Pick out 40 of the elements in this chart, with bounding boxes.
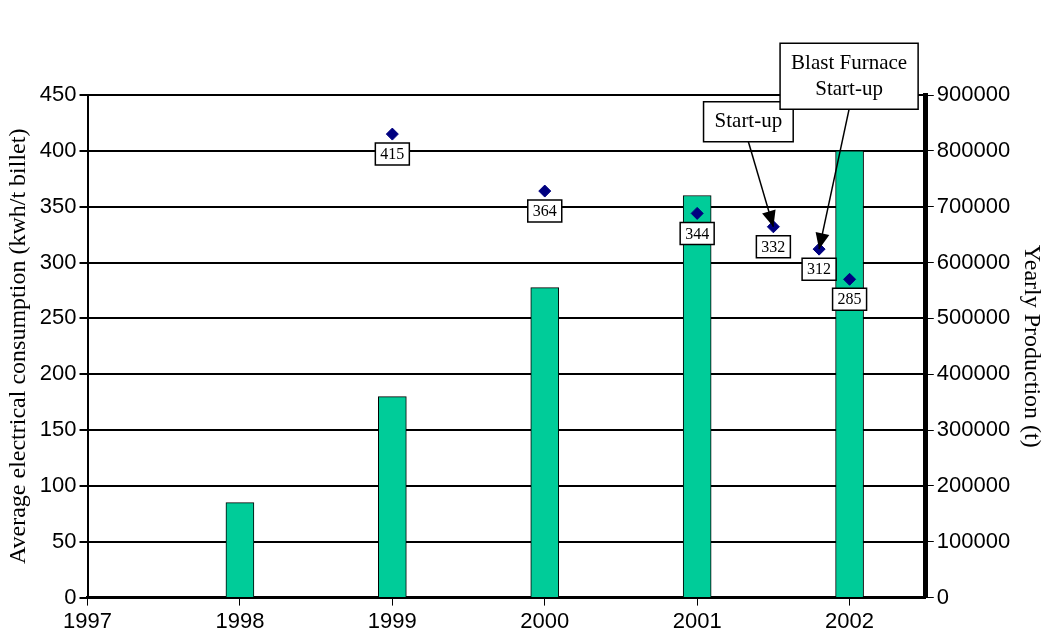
x-tick-label: 2000 xyxy=(520,607,570,633)
data-label: 415 xyxy=(380,145,405,163)
x-tick-label: 1999 xyxy=(367,607,417,633)
y-tick-label: 100 xyxy=(39,471,77,497)
annotation: Start-up xyxy=(714,108,783,133)
y-tick-label: 200 xyxy=(39,360,77,386)
y2-tick-label: 100000 xyxy=(936,527,1011,553)
y2-tick-label: 200000 xyxy=(936,471,1011,497)
x-tick-label: 1997 xyxy=(63,607,112,633)
data-label: 344 xyxy=(685,224,710,242)
y2-tick-label: 700000 xyxy=(936,192,1011,218)
point xyxy=(385,127,399,141)
y-tick-label: 250 xyxy=(39,304,77,330)
point xyxy=(690,206,704,220)
y-tick-label: 50 xyxy=(52,527,77,553)
y-tick-label: 400 xyxy=(39,136,77,162)
y-axis-title: Average electrical consumption (kwh/t billet) xyxy=(3,128,30,564)
y2-tick-label: 800000 xyxy=(936,136,1011,162)
data-label: 364 xyxy=(532,202,557,220)
x-tick-label: 2001 xyxy=(672,607,722,633)
data-label: 332 xyxy=(761,238,786,255)
y2-axis-title: Yearly Production (t) xyxy=(1020,244,1047,448)
x-tick-label: 2002 xyxy=(825,607,875,633)
y-tick-label: 150 xyxy=(39,416,77,442)
y-tick-label: 300 xyxy=(39,248,77,274)
point xyxy=(538,184,552,198)
y2-tick-label: 300000 xyxy=(936,416,1011,442)
y2-tick-label: 0 xyxy=(936,583,950,609)
x-tick-label: 1998 xyxy=(215,607,265,633)
point xyxy=(843,272,857,286)
y2-tick-label: 400000 xyxy=(936,360,1011,386)
annotation: Blast Furnace Start-up xyxy=(791,49,908,100)
data-label: 312 xyxy=(807,260,832,278)
y-tick-label: 0 xyxy=(64,583,77,609)
y2-tick-label: 600000 xyxy=(936,248,1011,274)
y2-tick-label: 900000 xyxy=(936,81,1011,107)
data-label: 285 xyxy=(837,290,862,308)
y-tick-label: 350 xyxy=(39,192,77,218)
y-tick-label: 450 xyxy=(39,81,77,107)
y2-tick-label: 500000 xyxy=(936,304,1011,330)
